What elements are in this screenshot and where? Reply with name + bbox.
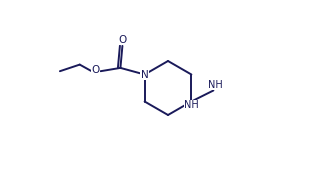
Text: NH: NH [184,100,199,110]
Text: O: O [118,35,127,45]
Text: NH: NH [208,80,223,90]
Text: O: O [91,65,100,75]
Text: N: N [141,70,148,80]
